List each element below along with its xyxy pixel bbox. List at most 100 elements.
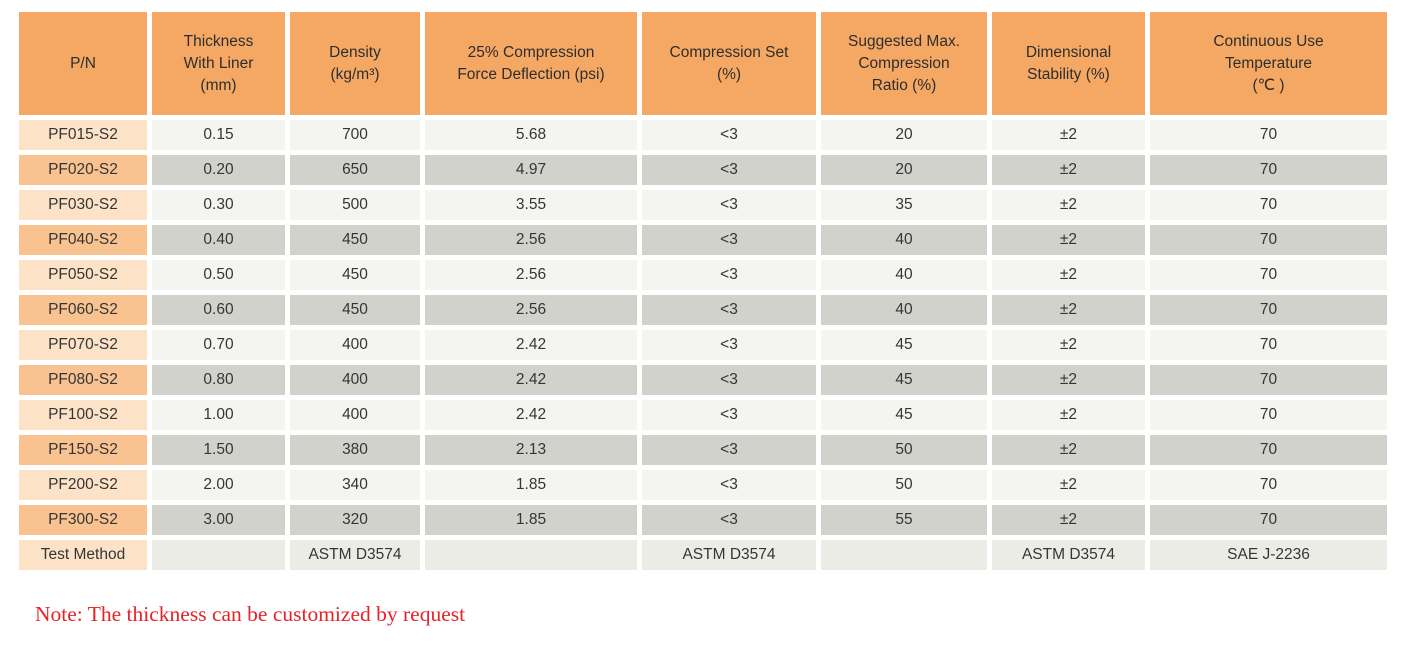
density-cell: 400 <box>290 365 420 395</box>
dimensional-stability-cell: ±2 <box>992 400 1145 430</box>
pn-cell: PF070-S2 <box>19 330 147 360</box>
pn-cell: PF030-S2 <box>19 190 147 220</box>
max-ratio-cell: 45 <box>821 400 987 430</box>
table-row: PF300-S2 3.00 320 1.85 <3 55 ±2 70 <box>19 505 1387 535</box>
density-cell: 450 <box>290 225 420 255</box>
max-ratio-cell: 40 <box>821 295 987 325</box>
thickness-cell: 2.00 <box>152 470 285 500</box>
compression-set-cell: <3 <box>642 330 816 360</box>
dimensional-stability-cell: ±2 <box>992 505 1145 535</box>
col-header-continuous-use-temperature: Continuous Use Temperature (℃ ) <box>1150 12 1387 115</box>
compression-set-cell: <3 <box>642 400 816 430</box>
thickness-cell: 0.20 <box>152 155 285 185</box>
pn-cell: PF040-S2 <box>19 225 147 255</box>
dimensional-stability-cell: ±2 <box>992 470 1145 500</box>
dimensional-stability-cell: ±2 <box>992 190 1145 220</box>
note-text: Note: The thickness can be customized by… <box>35 602 466 626</box>
thickness-cell: 0.40 <box>152 225 285 255</box>
compression-set-cell: <3 <box>642 225 816 255</box>
compression-set-cell: <3 <box>642 260 816 290</box>
test-method-row: Test Method ASTM D3574 ASTM D3574 ASTM D357… <box>19 540 1387 570</box>
thickness-cell: 0.70 <box>152 330 285 360</box>
temperature-cell: 70 <box>1150 400 1387 430</box>
product-spec-table: P/N Thickness With Liner (mm) Density (k… <box>14 7 1392 575</box>
cfd-cell: 5.68 <box>425 120 637 150</box>
pn-cell: PF015-S2 <box>19 120 147 150</box>
compression-set-cell: <3 <box>642 365 816 395</box>
thickness-cell: 1.50 <box>152 435 285 465</box>
max-ratio-cell: 45 <box>821 365 987 395</box>
test-method-cell: ASTM D3574 <box>992 540 1145 570</box>
temperature-cell: 70 <box>1150 260 1387 290</box>
col-header-density: Density (kg/m³) <box>290 12 420 115</box>
density-cell: 500 <box>290 190 420 220</box>
density-cell: 340 <box>290 470 420 500</box>
thickness-cell: 3.00 <box>152 505 285 535</box>
cfd-cell: 1.85 <box>425 505 637 535</box>
test-method-cell <box>152 540 285 570</box>
table-row: PF070-S2 0.70 400 2.42 <3 45 ±2 70 <box>19 330 1387 360</box>
cfd-cell: 2.56 <box>425 295 637 325</box>
max-ratio-cell: 40 <box>821 260 987 290</box>
compression-set-cell: <3 <box>642 190 816 220</box>
pn-cell: PF020-S2 <box>19 155 147 185</box>
compression-set-cell: <3 <box>642 470 816 500</box>
cfd-cell: 2.42 <box>425 365 637 395</box>
table-row: PF100-S2 1.00 400 2.42 <3 45 ±2 70 <box>19 400 1387 430</box>
datasheet-page: P/N Thickness With Liner (mm) Density (k… <box>0 7 1406 657</box>
col-header-compression-set: Compression Set (%) <box>642 12 816 115</box>
table-row: PF020-S2 0.20 650 4.97 <3 20 ±2 70 <box>19 155 1387 185</box>
density-cell: 450 <box>290 260 420 290</box>
spec-table-body: PF015-S2 0.15 700 5.68 <3 20 ±2 70 PF020-S2 0.20 6… <box>19 120 1387 570</box>
col-header-max-compression-ratio: Suggested Max. Compression Ratio (%) <box>821 12 987 115</box>
temperature-cell: 70 <box>1150 505 1387 535</box>
table-row: PF040-S2 0.40 450 2.56 <3 40 ±2 70 <box>19 225 1387 255</box>
max-ratio-cell: 50 <box>821 470 987 500</box>
col-header-compression-force-deflection: 25% Compression Force Deflection (psi) <box>425 12 637 115</box>
compression-set-cell: <3 <box>642 120 816 150</box>
max-ratio-cell: 50 <box>821 435 987 465</box>
temperature-cell: 70 <box>1150 120 1387 150</box>
dimensional-stability-cell: ±2 <box>992 260 1145 290</box>
max-ratio-cell: 45 <box>821 330 987 360</box>
test-method-cell: ASTM D3574 <box>642 540 816 570</box>
test-method-cell <box>425 540 637 570</box>
dimensional-stability-cell: ±2 <box>992 435 1145 465</box>
thickness-cell: 0.60 <box>152 295 285 325</box>
cfd-cell: 2.42 <box>425 400 637 430</box>
pn-cell: PF080-S2 <box>19 365 147 395</box>
thickness-cell: 0.50 <box>152 260 285 290</box>
col-header-pn: P/N <box>19 12 147 115</box>
thickness-cell: 0.30 <box>152 190 285 220</box>
density-cell: 400 <box>290 400 420 430</box>
thickness-cell: 1.00 <box>152 400 285 430</box>
cfd-cell: 2.42 <box>425 330 637 360</box>
test-method-cell: ASTM D3574 <box>290 540 420 570</box>
density-cell: 450 <box>290 295 420 325</box>
density-cell: 400 <box>290 330 420 360</box>
compression-set-cell: <3 <box>642 155 816 185</box>
test-method-cell: SAE J-2236 <box>1150 540 1387 570</box>
dimensional-stability-cell: ±2 <box>992 330 1145 360</box>
pn-cell: PF060-S2 <box>19 295 147 325</box>
compression-set-cell: <3 <box>642 295 816 325</box>
temperature-cell: 70 <box>1150 190 1387 220</box>
pn-cell: PF050-S2 <box>19 260 147 290</box>
col-header-thickness: Thickness With Liner (mm) <box>152 12 285 115</box>
thickness-cell: 0.15 <box>152 120 285 150</box>
cfd-cell: 4.97 <box>425 155 637 185</box>
test-method-cell <box>821 540 987 570</box>
pn-cell: PF300-S2 <box>19 505 147 535</box>
temperature-cell: 70 <box>1150 155 1387 185</box>
thickness-cell: 0.80 <box>152 365 285 395</box>
table-row: PF080-S2 0.80 400 2.42 <3 45 ±2 70 <box>19 365 1387 395</box>
dimensional-stability-cell: ±2 <box>992 155 1145 185</box>
compression-set-cell: <3 <box>642 505 816 535</box>
density-cell: 650 <box>290 155 420 185</box>
dimensional-stability-cell: ±2 <box>992 295 1145 325</box>
compression-set-cell: <3 <box>642 435 816 465</box>
dimensional-stability-cell: ±2 <box>992 120 1145 150</box>
max-ratio-cell: 20 <box>821 120 987 150</box>
pn-cell: PF200-S2 <box>19 470 147 500</box>
cfd-cell: 2.56 <box>425 225 637 255</box>
